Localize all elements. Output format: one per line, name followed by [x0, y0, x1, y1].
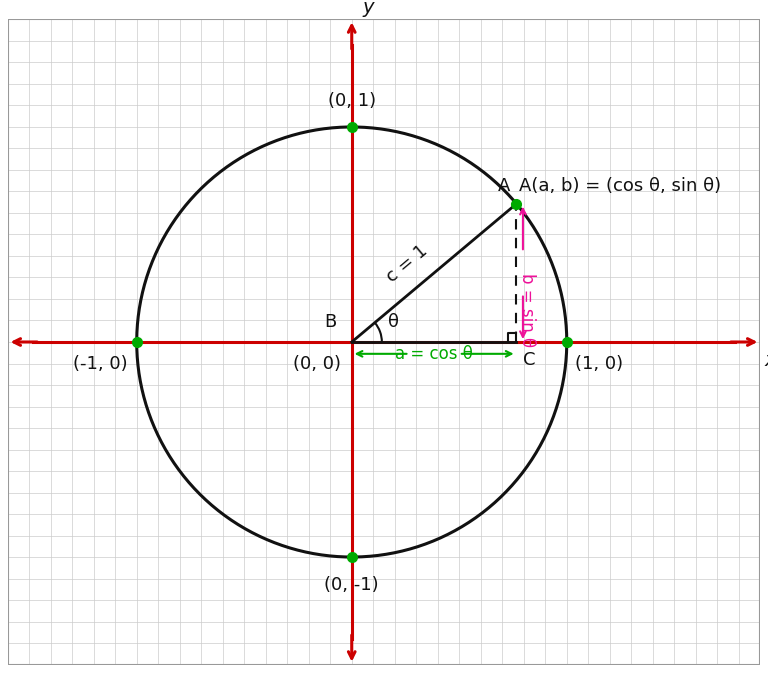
- Text: A: A: [498, 177, 510, 195]
- Text: C: C: [523, 351, 535, 369]
- Text: (0, 1): (0, 1): [328, 92, 376, 109]
- Text: a = cos θ: a = cos θ: [396, 345, 473, 363]
- Text: b = sin θ: b = sin θ: [518, 273, 536, 347]
- Text: (0, -1): (0, -1): [324, 577, 379, 594]
- Text: (0, 0): (0, 0): [293, 355, 341, 373]
- Text: c = 1: c = 1: [382, 241, 431, 286]
- Text: B: B: [324, 313, 336, 331]
- Text: θ: θ: [389, 313, 399, 331]
- Text: (1, 0): (1, 0): [575, 355, 624, 373]
- Text: (-1, 0): (-1, 0): [74, 355, 128, 373]
- Text: y: y: [362, 0, 374, 17]
- Text: A(a, b) = (cos θ, sin θ): A(a, b) = (cos θ, sin θ): [518, 177, 720, 195]
- Text: x: x: [765, 351, 768, 369]
